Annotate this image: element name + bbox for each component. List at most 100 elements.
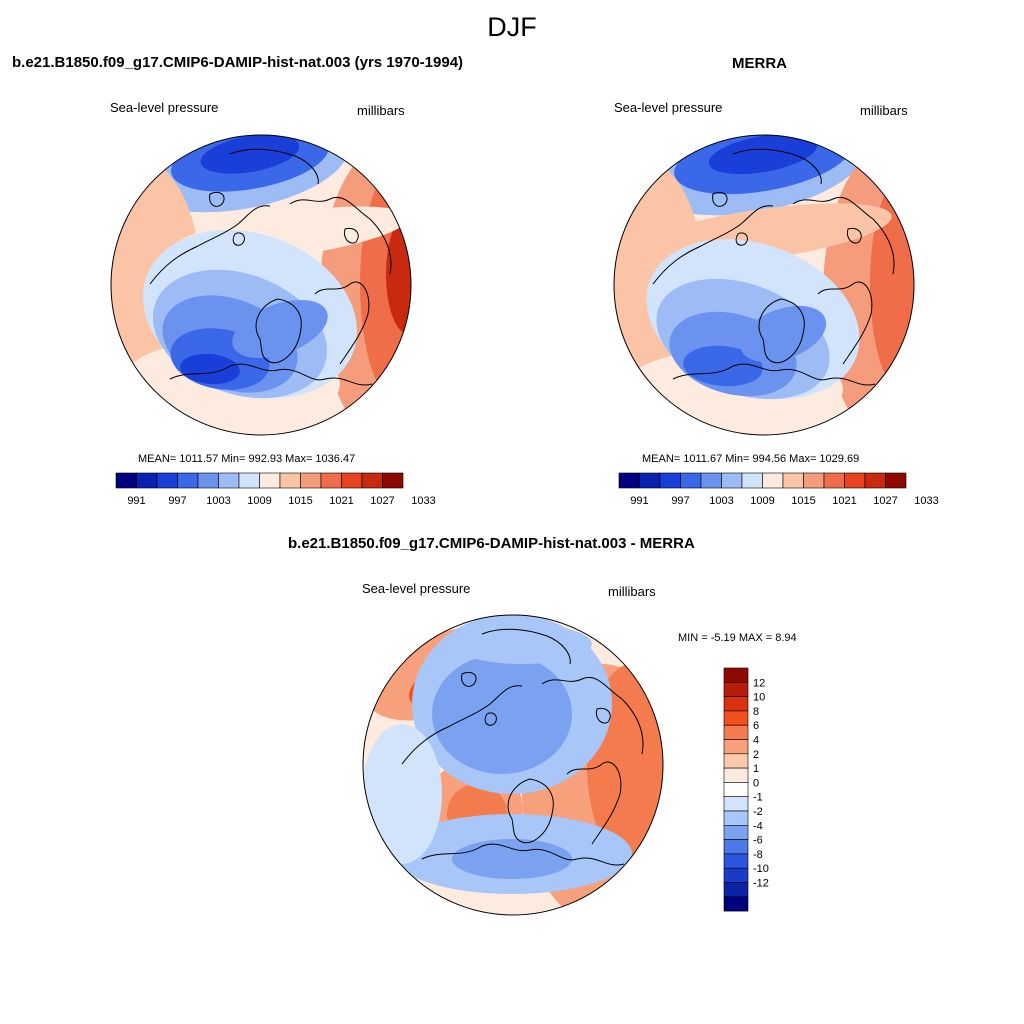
colorbar-box	[864, 472, 886, 489]
colorbar-tick-label: 8	[753, 706, 759, 718]
panel1-variable-label: Sea-level pressure	[110, 100, 219, 115]
panel3-units-label: millibars	[608, 584, 656, 599]
colorbar-box	[680, 472, 702, 489]
pressure-field-region	[452, 624, 592, 664]
coastline	[232, 232, 245, 246]
colorbar-box	[639, 472, 661, 489]
colorbar-box	[700, 472, 722, 489]
pressure-field-region	[386, 214, 411, 334]
colorbar-tick-label: 991	[630, 495, 648, 507]
colorbar-box	[823, 472, 845, 489]
coastline	[541, 676, 644, 755]
map-boundary	[613, 134, 915, 436]
panel3-title: b.e21.B1850.f09_g17.CMIP6-DAMIP-hist-nat…	[288, 535, 695, 552]
colorbar-tick-label: 4	[753, 735, 759, 747]
panel3-variable-label: Sea-level pressure	[362, 581, 471, 596]
coastline	[481, 628, 571, 665]
panel1-stats: MEAN= 1011.57 Min= 992.93 Max= 1036.47	[138, 453, 356, 465]
colorbar-box	[762, 472, 784, 489]
panel1-polar-map	[110, 134, 412, 436]
colorbar-box	[218, 472, 240, 489]
coastline	[461, 671, 477, 687]
panel2-polar-map	[613, 134, 915, 436]
coastline	[712, 191, 728, 207]
colorbar-tick-label: 997	[168, 495, 186, 507]
colorbar-box	[723, 739, 749, 755]
coastline	[209, 191, 225, 207]
colorbar-box	[723, 825, 749, 840]
colorbar-box	[156, 472, 178, 489]
colorbar-box	[803, 472, 825, 489]
colorbar-tick-label: 12	[753, 677, 765, 689]
panel2-units-label: millibars	[860, 103, 908, 118]
coastline	[149, 205, 271, 285]
colorbar-box	[382, 472, 404, 489]
panel2-variable-label: Sea-level pressure	[614, 100, 723, 115]
panel3-stats: MIN = -5.19 MAX = 8.94	[678, 632, 797, 644]
colorbar-box	[723, 682, 749, 697]
colorbar-box	[723, 767, 749, 783]
colorbar-box	[300, 472, 322, 489]
colorbar-tick-label: -10	[753, 863, 769, 875]
colorbar-tick-label: 2	[753, 749, 759, 761]
colorbar-box	[723, 753, 749, 769]
colorbar-box	[844, 472, 866, 489]
colorbar-box	[136, 472, 158, 489]
colorbar-tick-label: -6	[753, 835, 763, 847]
coastline	[672, 363, 876, 386]
colorbar-box	[197, 472, 219, 489]
colorbar-tick-label: 10	[753, 692, 765, 704]
colorbar-tick-label: 1	[753, 763, 759, 775]
colorbar-box	[723, 867, 749, 883]
colorbar-box	[618, 472, 640, 489]
colorbar-tick-label: 6	[753, 720, 759, 732]
coastline	[566, 761, 622, 845]
coastline	[401, 685, 523, 765]
panel2-colorbar: 991 997 1003 1009 1015 1021 1027 1033	[618, 472, 939, 507]
colorbar-box	[885, 472, 907, 489]
colorbar-tick-label: -12	[753, 878, 769, 890]
colorbar-tick-label: 997	[671, 495, 689, 507]
pressure-field-region	[432, 654, 572, 774]
pressure-field-region	[200, 135, 300, 174]
colorbar-tick-label: 1009	[750, 495, 774, 507]
colorbar-box	[341, 472, 363, 489]
panel2-title: MERRA	[732, 55, 787, 72]
colorbar-tick-label: 1009	[247, 495, 271, 507]
colorbar-tick-label: 1015	[288, 495, 312, 507]
panel1-colorbar: 991 997 1003 1009 1015 1021 1027 1033	[115, 472, 436, 507]
coastline	[846, 227, 862, 244]
colorbar-tick-label: 1003	[206, 495, 230, 507]
colorbar-tick-label: -2	[753, 806, 763, 818]
pressure-field-region	[180, 353, 240, 385]
colorbar-tick-label: 1033	[914, 495, 938, 507]
coastline	[169, 363, 373, 386]
colorbar-box	[320, 472, 342, 489]
panel3-polar-map	[362, 614, 664, 916]
colorbar-tick-label: 1033	[411, 495, 435, 507]
colorbar-tick-label: 1027	[873, 495, 897, 507]
coastline	[817, 281, 873, 365]
colorbar-box	[361, 472, 383, 489]
pressure-field-region	[232, 299, 328, 359]
colorbar-box	[279, 472, 301, 489]
coastline	[507, 778, 554, 844]
colorbar-box	[721, 472, 743, 489]
colorbar-box	[723, 696, 749, 712]
pressure-field-region	[870, 174, 914, 394]
colorbar-box	[723, 810, 749, 826]
colorbar-tick-label: 1027	[370, 495, 394, 507]
pressure-field-region	[452, 839, 572, 879]
coastline	[343, 227, 359, 244]
colorbar-box	[723, 882, 749, 898]
colorbar-tick-label: 1021	[329, 495, 353, 507]
coastline	[792, 196, 895, 275]
colorbar-box	[259, 472, 281, 489]
colorbar-box	[723, 710, 749, 726]
colorbar-tick-label: 991	[127, 495, 145, 507]
panel2-stats: MEAN= 1011.67 Min= 994.56 Max= 1029.69	[642, 453, 860, 465]
colorbar-box	[659, 472, 681, 489]
coastline	[314, 281, 370, 365]
panel1-title: b.e21.B1850.f09_g17.CMIP6-DAMIP-hist-nat…	[12, 54, 464, 71]
pressure-field-region	[683, 345, 763, 387]
